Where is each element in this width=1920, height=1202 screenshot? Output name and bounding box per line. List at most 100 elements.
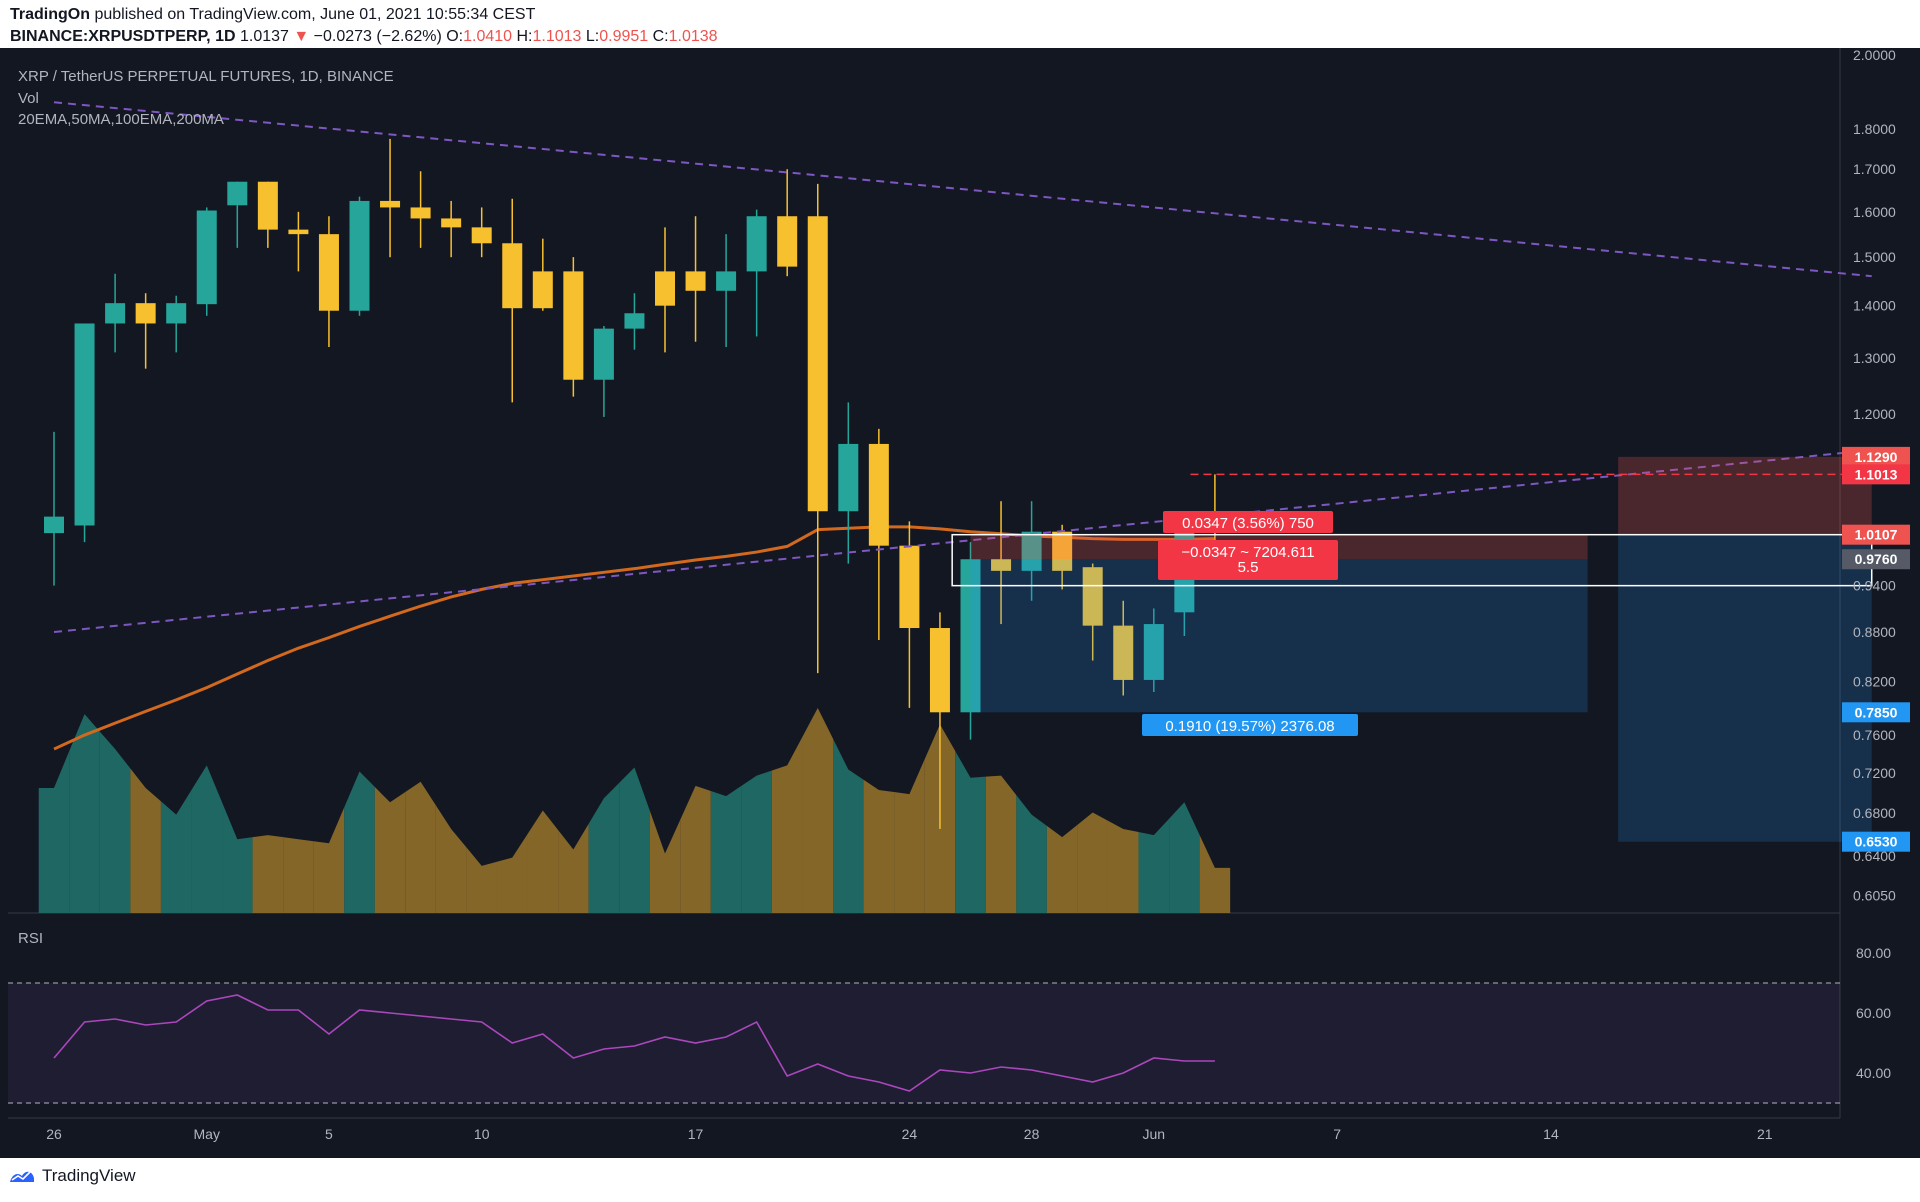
time-tick-label[interactable]: 26 — [46, 1126, 62, 1142]
candle-up[interactable] — [960, 559, 981, 713]
rsi-line[interactable] — [53, 994, 1215, 1092]
volume-area — [588, 782, 620, 913]
target-label[interactable]: 0.1910 (19.57%) 2376.08 — [1142, 714, 1358, 736]
price-label-bg — [1842, 464, 1910, 485]
candle-down[interactable] — [380, 200, 401, 208]
candle-up[interactable] — [44, 516, 64, 534]
candle-down[interactable] — [899, 545, 920, 629]
price-tick-label[interactable]: 1.5000 — [1853, 249, 1896, 265]
volume-area — [38, 751, 70, 913]
price-tick-label[interactable]: 1.8000 — [1853, 121, 1896, 137]
price-tick-label[interactable]: 0.8800 — [1853, 624, 1896, 640]
candle-up[interactable] — [227, 181, 248, 206]
candle-down[interactable] — [441, 218, 462, 228]
candle-down[interactable] — [868, 443, 889, 546]
position-target-zone[interactable] — [1618, 534, 1872, 842]
price-axis[interactable]: 2.0000 1.8000 1.7000 1.6000 1.5000 1.4000 1.30… — [1842, 48, 1910, 903]
rsi-tick-label[interactable]: 80.00 — [1856, 945, 1891, 961]
candle-up[interactable] — [1143, 624, 1164, 680]
candle-down[interactable] — [991, 559, 1012, 571]
publisher-name[interactable]: TradingOn — [10, 6, 90, 23]
price-tick-label[interactable]: 0.6400 — [1853, 848, 1896, 864]
candle-up[interactable] — [624, 313, 645, 329]
price-label[interactable]: 1.1013 — [1855, 466, 1898, 482]
time-tick-label[interactable]: 28 — [1024, 1126, 1040, 1142]
price-pane[interactable] — [8, 48, 1841, 1119]
candle-up[interactable] — [196, 210, 217, 305]
time-tick-label[interactable]: Jun — [1143, 1126, 1166, 1142]
trendline[interactable] — [53, 449, 1872, 634]
price-label[interactable]: 0.9760 — [1855, 551, 1898, 567]
rsi-pane[interactable]: 80.00 60.00 40.00 — [8, 945, 1891, 1104]
ma-legend[interactable]: 20EMA,50MA,100EMA,200MA — [18, 111, 224, 128]
time-tick-label[interactable]: May — [194, 1126, 220, 1142]
price-label[interactable]: 0.7850 — [1855, 704, 1898, 720]
price-tick-label[interactable]: 0.6800 — [1853, 805, 1896, 821]
stop-label[interactable]: 0.0347 (3.56%) 750 — [1163, 511, 1333, 533]
chart-legend-title[interactable]: XRP / TetherUS PERPETUAL FUTURES, 1D, BI… — [18, 68, 394, 85]
candle-up[interactable] — [1021, 531, 1042, 571]
price-tick-label[interactable]: 2.0000 — [1853, 48, 1896, 63]
time-tick-label[interactable]: 24 — [902, 1126, 918, 1142]
candle-down[interactable] — [563, 271, 584, 380]
volume-area — [802, 708, 834, 913]
candle-down[interactable] — [532, 271, 553, 309]
time-tick-label[interactable]: 5 — [325, 1126, 333, 1142]
price-tick-label[interactable]: 1.4000 — [1853, 298, 1896, 314]
candle-up[interactable] — [166, 303, 187, 324]
tradingview-branding[interactable]: TradingView — [8, 1166, 136, 1186]
volume-legend[interactable]: Vol — [18, 90, 39, 107]
price-label[interactable]: 1.1290 — [1855, 449, 1898, 465]
price-tick-label[interactable]: 0.6050 — [1853, 887, 1896, 903]
rsi-tick-label[interactable]: 60.00 — [1856, 1005, 1891, 1021]
position-target-zone[interactable] — [970, 559, 1588, 713]
low-label: L: — [585, 28, 600, 45]
trendline[interactable] — [53, 101, 1872, 278]
candle-up[interactable] — [716, 271, 737, 291]
candle-down[interactable] — [502, 243, 523, 309]
time-tick-label[interactable]: 17 — [688, 1126, 704, 1142]
candle-up[interactable] — [838, 443, 859, 512]
price-tick-label[interactable]: 0.9400 — [1853, 578, 1896, 594]
candle-down[interactable] — [471, 227, 492, 244]
candle-down[interactable] — [257, 181, 278, 230]
candle-up[interactable] — [105, 303, 126, 324]
price-label[interactable]: 0.6530 — [1855, 834, 1898, 850]
time-tick-label[interactable]: 7 — [1333, 1126, 1341, 1142]
candle-down[interactable] — [1113, 625, 1134, 680]
price-tick-label[interactable]: 1.3000 — [1853, 350, 1896, 366]
candle-up[interactable] — [74, 323, 95, 526]
time-tick-label[interactable]: 10 — [474, 1126, 490, 1142]
candle-down[interactable] — [1052, 531, 1073, 571]
rsi-band — [8, 983, 1840, 1103]
candle-down[interactable] — [685, 271, 706, 291]
price-tick-label[interactable]: 0.7200 — [1853, 765, 1896, 781]
rsi-tick-label[interactable]: 40.00 — [1856, 1065, 1891, 1081]
candle-down[interactable] — [777, 216, 798, 267]
candle-down[interactable] — [288, 229, 309, 235]
price-tick-label[interactable]: 1.6000 — [1853, 204, 1896, 220]
time-tick-label[interactable]: 21 — [1757, 1126, 1773, 1142]
candle-up[interactable] — [593, 328, 614, 380]
candle-up[interactable] — [349, 200, 370, 311]
time-tick-label[interactable]: 14 — [1543, 1126, 1559, 1142]
rsi-legend[interactable]: RSI — [18, 930, 43, 947]
price-tick-label[interactable]: 1.7000 — [1853, 161, 1896, 177]
candle-down[interactable] — [410, 207, 431, 219]
candle-down[interactable] — [655, 271, 675, 306]
candle-down[interactable] — [807, 216, 828, 512]
candle-up[interactable] — [746, 216, 767, 272]
price-tick-label[interactable]: 1.2000 — [1853, 406, 1896, 422]
price-tick-label[interactable]: 0.7600 — [1853, 727, 1896, 743]
candle-down[interactable] — [318, 234, 339, 311]
position-stop-zone[interactable] — [1618, 456, 1872, 535]
time-axis[interactable]: 26 May 5 10 17 24 28 Jun 7 14 21 — [46, 1126, 1773, 1142]
candle-down[interactable] — [929, 628, 950, 713]
price-tick-label[interactable]: 0.8200 — [1853, 674, 1896, 690]
candle-down[interactable] — [135, 303, 156, 324]
price-label[interactable]: 1.0107 — [1855, 527, 1898, 543]
candle-down[interactable] — [1082, 567, 1103, 626]
